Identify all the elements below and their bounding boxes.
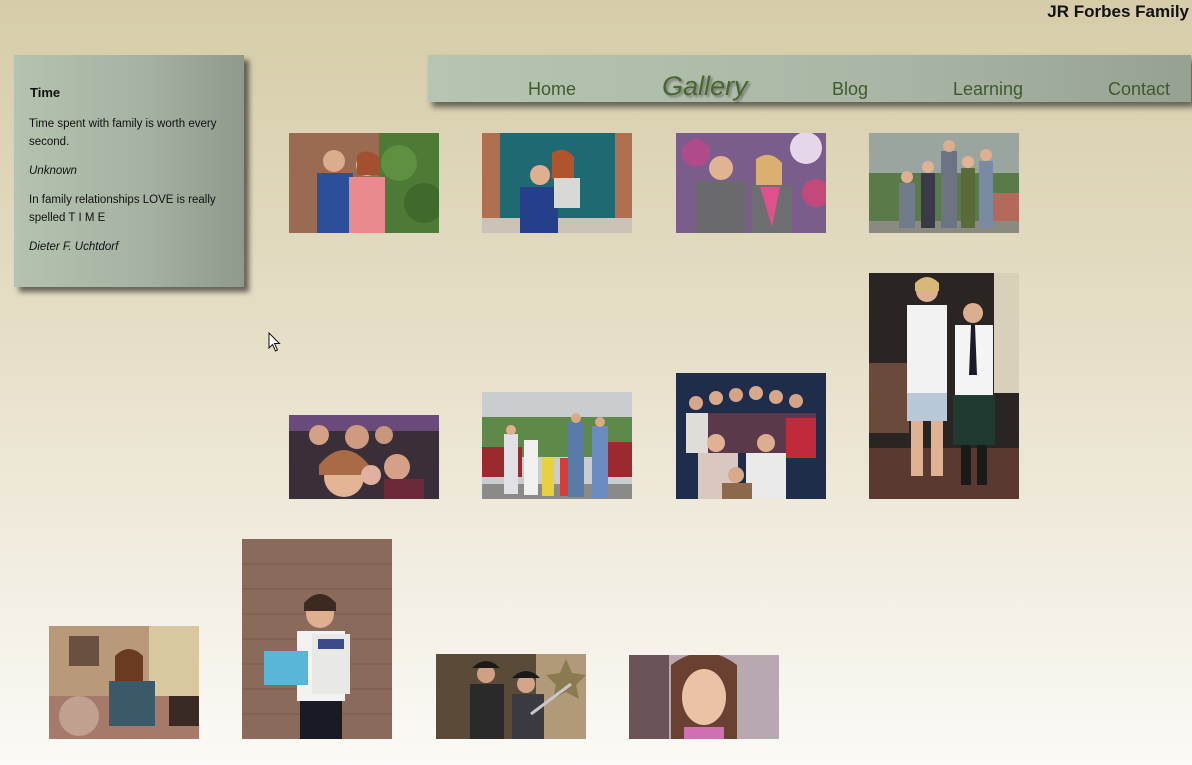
photo-two-boys-kilt [869, 273, 1019, 499]
photo-couple-teal-door [482, 133, 632, 233]
quote-text: Time spent with family is worth every se… [29, 118, 217, 148]
photo-family-selfie [289, 415, 439, 499]
quote-author: Unknown [29, 165, 77, 177]
photo-girl-smiling [629, 655, 779, 739]
gallery-photo[interactable] [869, 133, 1019, 233]
nav-contact[interactable]: Contact [1108, 79, 1171, 99]
nav-gallery[interactable]: Gallery [662, 71, 748, 101]
quote-text: In family relationships LOVE is really s… [29, 194, 216, 224]
gallery-photo[interactable] [289, 133, 439, 233]
gallery-photo[interactable] [676, 373, 826, 499]
photo-large-family-group [676, 373, 826, 499]
nav-learning[interactable]: Learning [953, 79, 1024, 99]
quote-author: Dieter F. Uchtdorf [29, 241, 119, 253]
photo-couple-brick-wall [289, 133, 439, 233]
gallery-photo[interactable] [482, 392, 632, 499]
arrow-cursor-icon [268, 332, 281, 352]
gallery-photo[interactable] [676, 133, 826, 233]
quote-sidebar: Time Time spent with family is worth eve… [14, 55, 244, 287]
gallery-photo[interactable] [869, 273, 1019, 499]
photo-family-driveway [482, 392, 632, 499]
nav-home[interactable]: Home [528, 79, 577, 99]
photo-girl-bedroom [49, 626, 199, 739]
gallery-photo[interactable] [436, 654, 586, 739]
quote-sidebar-title: Time [30, 85, 61, 100]
photo-couple-tulips [676, 133, 826, 233]
site-title: JR Forbes Family [1047, 2, 1189, 21]
photo-family-garden [869, 133, 1019, 233]
photo-costume-pirates [436, 654, 586, 739]
gallery-photo[interactable] [629, 655, 779, 739]
gallery-photo[interactable] [289, 415, 439, 499]
main-nav: Home Gallery Blog Learning Contact [428, 55, 1191, 102]
gallery-photo[interactable] [482, 133, 632, 233]
gallery-photo[interactable] [49, 626, 199, 739]
nav-blog[interactable]: Blog [832, 79, 869, 99]
photo-boy-certificates [242, 539, 392, 739]
gallery-photo[interactable] [242, 539, 392, 739]
